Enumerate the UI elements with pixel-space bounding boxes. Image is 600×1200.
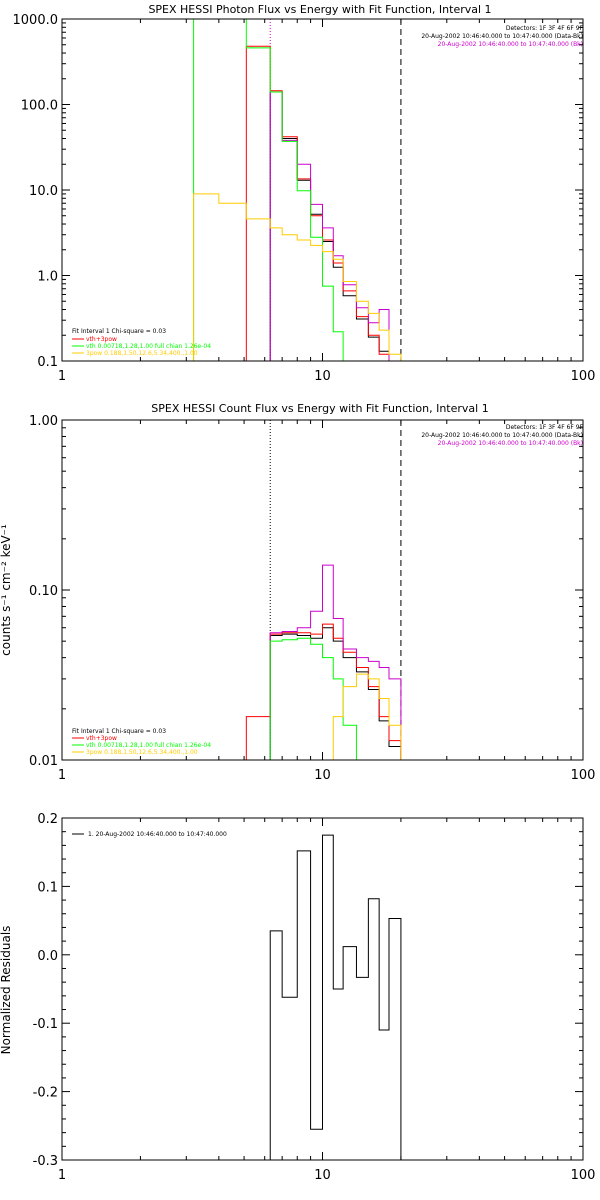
photon-flux-y-tick-label: 100.0 (21, 99, 58, 114)
residuals-x-tick-label: 10 (314, 1168, 331, 1183)
residuals-y-axis-label: Normalized Residuals (0, 926, 13, 1055)
photon-flux-y-tick-label: 1.0 (37, 270, 58, 285)
photon-flux-title: SPEX HESSI Photon Flux vs Energy with Fi… (148, 3, 491, 16)
residuals-x-tick-label: 100 (571, 1168, 596, 1183)
count-flux-series-bk (269, 564, 402, 760)
count-flux-header-line-1: Detectors: 1F 3F 4F 6F 9F (506, 424, 584, 431)
count-flux-x-tick-label: 100 (571, 768, 596, 783)
count-flux-legend-line-3: vth 0.00718,1.28,1.00 full chian 1.26e-0… (86, 742, 211, 749)
count-flux-y-axis-label: counts s⁻¹ cm⁻² keV⁻¹ (0, 524, 13, 656)
photon-flux-panel: SPEX HESSI Photon Flux vs Energy with Fi… (13, 3, 596, 384)
residuals-y-tick-label: -0.2 (33, 1086, 58, 1101)
residuals-x-tick-label: 1 (58, 1168, 66, 1183)
photon-flux-legend-line-1: Fit Interval 1 Chi-square = 0.03 (72, 328, 166, 335)
count-flux-series-3pow (322, 673, 402, 760)
residuals-legend-line-1: 1. 20-Aug-2002 10:46:40.000 to 10:47:40.… (88, 831, 227, 838)
photon-flux-series-vth-3pow (245, 45, 390, 361)
residuals-series-1-20-aug-2002-10-46-40-000-to-10-47-40-000 (269, 834, 402, 1160)
count-flux-legend-line-2: vth+3pow (86, 735, 117, 742)
photon-flux-series-bk (269, 91, 390, 361)
count-flux-legend-line-4: 3pow 0.188,1.50,12.6,5.34,400.,1.00 (86, 749, 198, 756)
count-flux-series-vth-3pow (245, 623, 402, 760)
photon-flux-header-line-1: Detectors: 1F 3F 4F 6F 9F (506, 25, 584, 32)
photon-flux-x-tick-label: 1 (58, 369, 66, 384)
residuals-plot-frame (61, 817, 584, 1161)
photon-flux-header-line-3: 20-Aug-2002 10:46:40.000 to 10:47:40.000… (438, 41, 583, 48)
count-flux-y-tick-label: 0.10 (29, 584, 58, 599)
residuals-panel: Normalized Residuals 1. 20-Aug-2002 10:4… (0, 812, 595, 1183)
photon-flux-legend-line-2: vth+3pow (86, 336, 117, 343)
photon-flux-y-tick-label: 0.1 (37, 355, 58, 370)
photon-flux-y-tick-label: 1000.0 (13, 13, 59, 28)
photon-flux-series-vth (193, 19, 357, 361)
count-flux-header-line-2: 20-Aug-2002 10:46:40.000 to 10:47:40.000… (421, 432, 583, 439)
photon-flux-plot-frame (61, 18, 584, 362)
photon-flux-header-line-2: 20-Aug-2002 10:46:40.000 to 10:47:40.000… (421, 33, 583, 40)
count-flux-y-tick-label: 0.01 (29, 754, 58, 769)
photon-flux-legend-line-4: 3pow 0.188,1.50,12.6,5.34,400.,1.00 (86, 350, 198, 357)
count-flux-series-data-bk (269, 627, 402, 760)
count-flux-header-line-3: 20-Aug-2002 10:46:40.000 to 10:47:40.000… (438, 440, 583, 447)
photon-flux-series-data-bk (269, 91, 390, 361)
count-flux-legend-line-1: Fit Interval 1 Chi-square = 0.03 (72, 728, 166, 735)
count-flux-x-tick-label: 10 (314, 768, 331, 783)
residuals-y-tick-label: 0.0 (37, 949, 58, 964)
residuals-y-tick-label: -0.1 (33, 1017, 58, 1032)
count-flux-y-tick-label: 1.00 (29, 414, 58, 429)
count-flux-series-vth (246, 637, 369, 760)
photon-flux-legend-line-3: vth 0.00718,1.28,1.00 full chian 1.26e-0… (86, 343, 211, 350)
photon-flux-y-tick-label: 10.0 (29, 184, 58, 199)
photon-flux-x-tick-label: 100 (571, 369, 596, 384)
photon-flux-x-tick-label: 10 (314, 369, 331, 384)
residuals-y-tick-label: 0.2 (37, 812, 58, 827)
residuals-y-tick-label: 0.1 (37, 880, 58, 895)
count-flux-x-tick-label: 1 (58, 768, 66, 783)
count-flux-panel: SPEX HESSI Count Flux vs Energy with Fit… (0, 402, 595, 783)
photon-flux-series-3pow (193, 193, 402, 361)
count-flux-title: SPEX HESSI Count Flux vs Energy with Fit… (151, 402, 488, 415)
residuals-y-tick-label: -0.3 (33, 1154, 58, 1169)
count-flux-plot-frame (61, 419, 584, 761)
